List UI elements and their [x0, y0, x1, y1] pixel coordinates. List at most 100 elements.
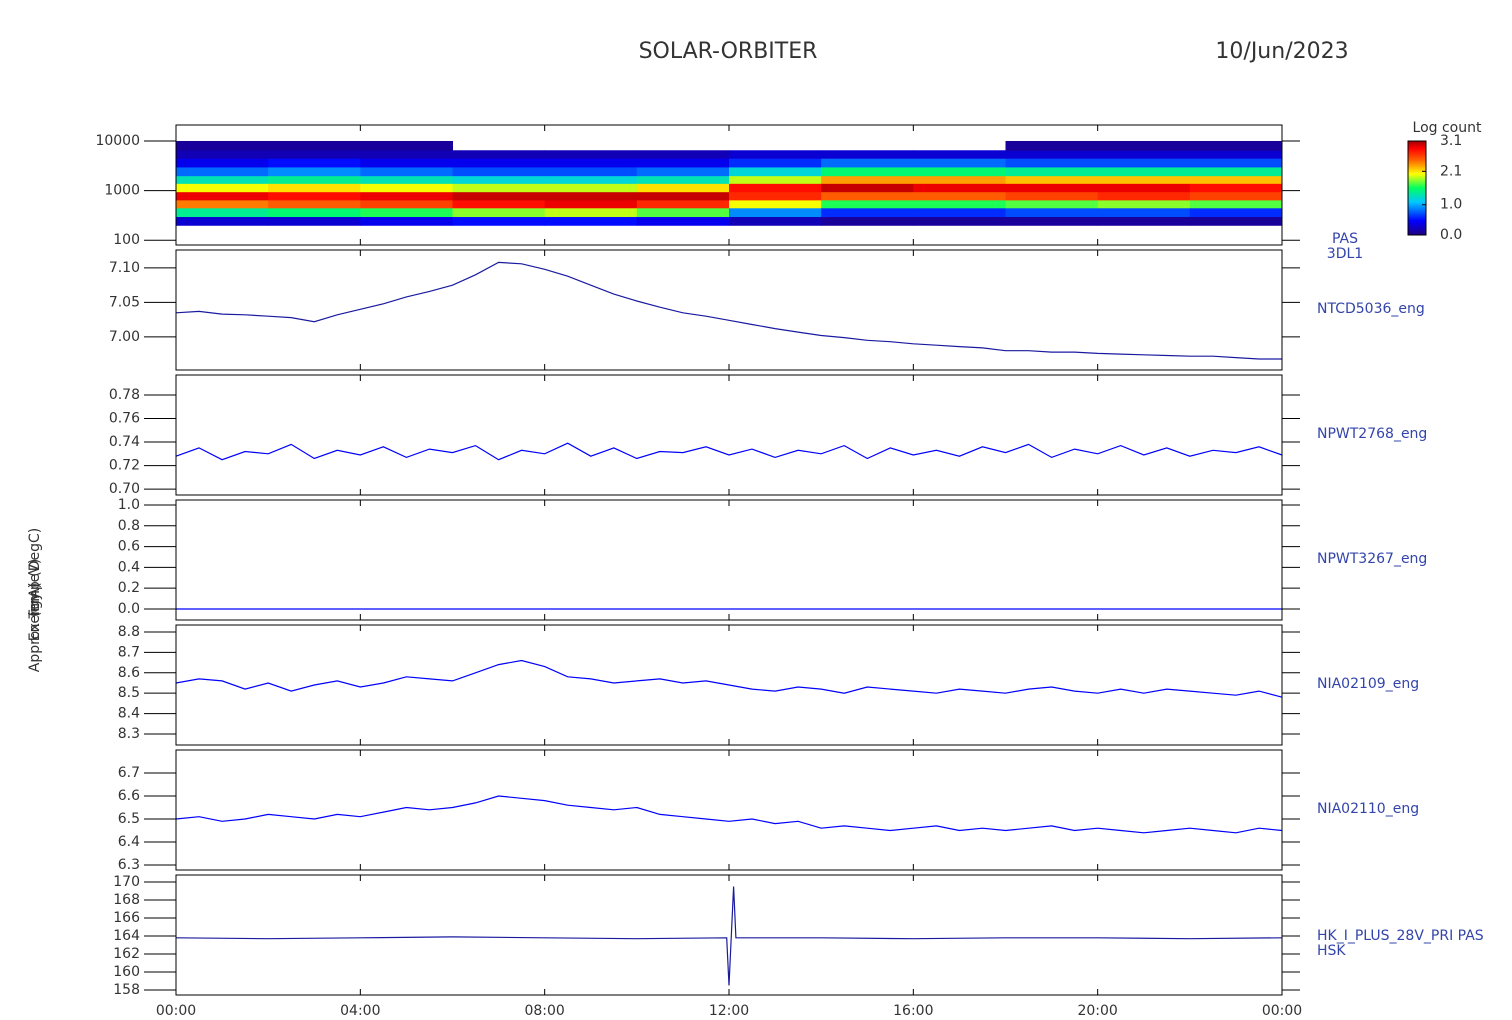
- heatmap-cell: [176, 175, 269, 184]
- heatmap-cell: [1097, 183, 1191, 193]
- heatmap-cell: [268, 175, 361, 184]
- heatmap-cell: [1005, 140, 1099, 151]
- heatmap-cell: [1097, 158, 1191, 168]
- y-tick-label: 160: [113, 964, 140, 980]
- heatmap-cell: [636, 216, 730, 226]
- y-tick-label: 7.00: [109, 329, 140, 345]
- heatmap-cell: [821, 216, 914, 226]
- heatmap-cell: [452, 158, 546, 168]
- heatmap-cell: [821, 183, 914, 193]
- heatmap-cell: [360, 183, 453, 193]
- heatmap-cell: [268, 158, 361, 168]
- y-axis-label: Energy (eV): [27, 559, 43, 642]
- heatmap-cell: [176, 158, 269, 168]
- heatmap-cell: [1097, 175, 1191, 184]
- heatmap-cell: [729, 183, 822, 193]
- data-line: [175, 659, 1283, 698]
- heatmap-cell: [913, 191, 1006, 201]
- heatmap-cell: [1189, 191, 1283, 201]
- heatmap-cell: [360, 158, 453, 168]
- heatmap-cell: [1189, 140, 1283, 151]
- y-tick-label: 164: [113, 928, 140, 944]
- colorbar: [1407, 140, 1427, 236]
- y-tick-label: 0.4: [118, 559, 140, 575]
- y-tick-label: 0.70: [109, 481, 140, 497]
- heatmap-cell: [1097, 140, 1191, 151]
- heatmap-cell: [176, 183, 269, 193]
- heatmap-cell: [360, 191, 453, 201]
- heatmap-cell: [913, 150, 1006, 159]
- heatmap-cell: [544, 216, 638, 226]
- title: SOLAR-ORBITER: [639, 39, 818, 64]
- y-tick-label: 0.6: [118, 539, 140, 555]
- x-tick-label: 12:00: [709, 1003, 749, 1019]
- heatmap-cell: [544, 158, 638, 168]
- heatmap-cell: [1097, 166, 1191, 177]
- heatmap-cell: [821, 166, 914, 177]
- x-tick-label: 16:00: [893, 1003, 933, 1019]
- heatmap-cell: [268, 199, 361, 209]
- y-tick-label: 100: [113, 232, 140, 248]
- heatmap-cell: [1005, 175, 1099, 184]
- panel-label: 3DL1: [1327, 246, 1363, 262]
- y-tick-label: 0.72: [109, 458, 140, 474]
- heatmap-cell: [1097, 191, 1191, 201]
- heatmap-cell: [1005, 158, 1099, 168]
- heatmap-cell: [913, 216, 1006, 226]
- data-line: [175, 442, 1283, 461]
- heatmap-cell: [1189, 199, 1283, 209]
- heatmap-cell: [544, 191, 638, 201]
- y-tick-label: 6.3: [118, 857, 140, 873]
- heatmap-cell: [913, 183, 1006, 193]
- heatmap-cell: [729, 207, 822, 218]
- heatmap-cell: [268, 191, 361, 201]
- y-tick-label: 1.0: [118, 497, 140, 513]
- panel-label: NIA02109_eng: [1317, 676, 1419, 692]
- heatmap-cell: [1097, 199, 1191, 209]
- heatmap-cell: [544, 175, 638, 184]
- heatmap-cell: [1189, 216, 1283, 226]
- heatmap-cell: [729, 216, 822, 226]
- heatmap-cell: [1189, 207, 1283, 218]
- y-tick-label: 158: [113, 982, 140, 998]
- heatmap-cell: [821, 199, 914, 209]
- y-axis-label: (mA): [27, 583, 43, 617]
- heatmap-cell: [636, 191, 730, 201]
- y-axis-label: Approx Temp (DegC): [27, 528, 43, 672]
- heatmap-cell: [544, 199, 638, 209]
- heatmap-cell: [544, 166, 638, 177]
- heatmap-cell: [636, 150, 730, 159]
- heatmap-cell: [913, 207, 1006, 218]
- heatmap-cell: [913, 175, 1006, 184]
- heatmap-cell: [636, 158, 730, 168]
- colorbar-title: Log count: [1413, 120, 1482, 136]
- heatmap-cell: [360, 207, 453, 218]
- heatmap-cell: [268, 140, 361, 151]
- y-tick-label: 0.76: [109, 411, 140, 427]
- panel-label: HSK: [1317, 943, 1346, 959]
- y-tick-label: 10000: [95, 133, 140, 149]
- colorbar-label: 1.0: [1440, 197, 1462, 213]
- heatmap-cell: [1005, 207, 1099, 218]
- date: 10/Jun/2023: [1215, 39, 1348, 64]
- heatmap-cell: [729, 150, 822, 159]
- colorbar-label: 0.0: [1440, 227, 1462, 243]
- heatmap-cell: [360, 216, 453, 226]
- heatmap-cell: [1189, 175, 1283, 184]
- heatmap-cell: [360, 140, 453, 151]
- y-tick-label: 0.2: [118, 580, 140, 596]
- heatmap-cell: [729, 199, 822, 209]
- heatmap-cell: [1189, 158, 1283, 168]
- heatmap-cell: [176, 207, 269, 218]
- data-line: [175, 886, 1283, 986]
- heatmap-cell: [636, 175, 730, 184]
- y-tick-label: 1000: [104, 183, 140, 199]
- heatmap-cell: [452, 175, 546, 184]
- heatmap-cell: [636, 207, 730, 218]
- y-tick-label: 0.0: [118, 601, 140, 617]
- y-tick-label: 8.6: [118, 665, 140, 681]
- heatmap-cell: [360, 166, 453, 177]
- heatmap-cell: [452, 199, 546, 209]
- heatmap-cell: [821, 158, 914, 168]
- heatmap-cell: [452, 191, 546, 201]
